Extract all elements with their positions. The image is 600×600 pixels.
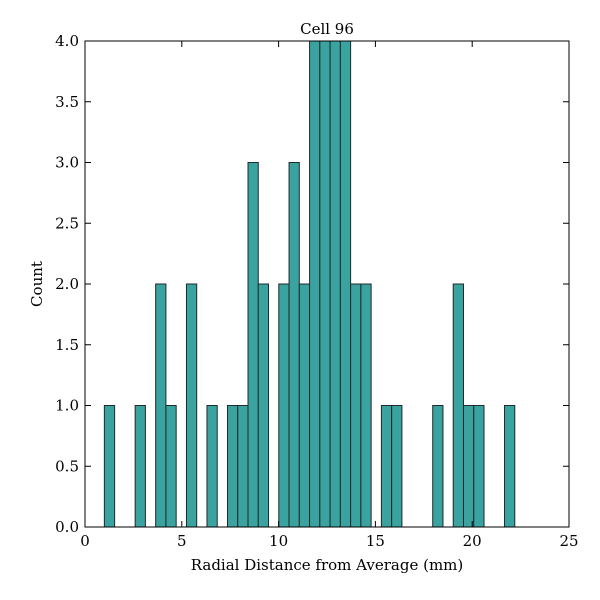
x-tick-label: 25 [559, 532, 578, 550]
histogram-bar [319, 40, 331, 528]
histogram-bar [298, 283, 311, 528]
histogram-bar [339, 40, 352, 528]
histogram-bar [134, 405, 146, 528]
histogram-bar [391, 405, 403, 528]
y-tick-label: 2.5 [55, 214, 79, 232]
y-tick-label: 1.0 [55, 397, 79, 415]
x-axis-label: Radial Distance from Average (mm) [191, 556, 464, 574]
x-tick-label: 5 [177, 532, 187, 550]
ticks-layer: 0 5 10 15 20 25 0.0 0.5 1.0 1.5 2.0 2.5 3.0 3.5 4.0 [55, 32, 578, 550]
histogram-bar [360, 283, 372, 528]
y-tick-label: 2.0 [55, 275, 79, 293]
x-tick-label: 10 [269, 532, 288, 550]
y-axis-label: Count [28, 261, 46, 307]
y-tick-label: 1.5 [55, 336, 79, 354]
y-tick-label: 4.0 [55, 32, 79, 50]
histogram-bar [380, 405, 393, 528]
y-tick-label: 3.5 [55, 93, 79, 111]
histogram-bar [257, 283, 270, 528]
y-tick-label: 3.0 [55, 154, 79, 172]
histogram-bar [452, 283, 464, 528]
histogram-bar [329, 40, 341, 528]
chart-title: Cell 96 [300, 20, 354, 38]
y-tick-label: 0.5 [55, 457, 79, 475]
x-tick-label: 15 [366, 532, 385, 550]
histogram-bar [247, 162, 259, 528]
histogram-bar [462, 405, 475, 528]
histogram-bar [504, 405, 516, 528]
x-tick-label: 20 [463, 532, 482, 550]
histogram-bar [206, 405, 218, 528]
histogram-bar [309, 40, 321, 528]
histogram-bar [226, 405, 239, 528]
histogram-bar [350, 283, 362, 528]
histogram-bar [288, 162, 300, 528]
histogram-bar [278, 283, 290, 528]
histogram-bar [155, 283, 167, 528]
histogram-bar [237, 405, 249, 528]
histogram-bar [103, 405, 116, 528]
histogram-bar [473, 405, 485, 528]
histogram-bar [432, 405, 444, 528]
histogram-bar [185, 283, 198, 528]
histogram-bar [165, 405, 177, 528]
x-tick-label: 0 [80, 532, 90, 550]
y-tick-label: 0.0 [55, 518, 79, 536]
